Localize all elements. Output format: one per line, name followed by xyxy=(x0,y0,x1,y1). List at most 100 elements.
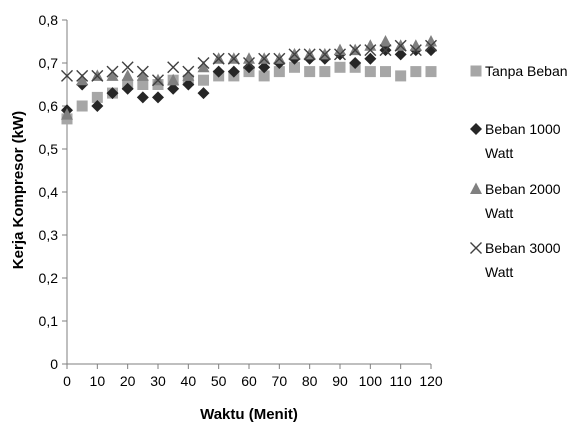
square-point xyxy=(91,91,103,103)
x-point xyxy=(76,69,89,82)
legend-entry-4: Beban 3000 Watt xyxy=(470,240,561,280)
diamond-point xyxy=(121,82,134,95)
x-point xyxy=(227,52,240,65)
legend-entry-2: Beban 1000 Watt xyxy=(470,121,561,161)
diamond-point xyxy=(243,61,255,74)
x-point xyxy=(61,69,73,82)
legend-label: Beban 2000 xyxy=(485,181,561,197)
x-tick-label: 20 xyxy=(120,373,136,389)
legend-square-marker xyxy=(470,65,482,77)
square-point xyxy=(410,66,422,78)
legend-label: Beban 1000 xyxy=(485,121,561,137)
x-tick-label: 70 xyxy=(272,373,288,389)
x-tick-label: 40 xyxy=(181,373,197,389)
square-point xyxy=(273,66,285,78)
x-point xyxy=(288,48,301,61)
square-point xyxy=(334,61,346,73)
square-point xyxy=(319,66,331,78)
x-point xyxy=(425,39,437,52)
square-point xyxy=(304,66,316,78)
x-tick-label: 0 xyxy=(63,373,71,389)
x-tick-label: 30 xyxy=(150,373,166,389)
y-tick-label: 0,3 xyxy=(39,227,59,243)
diamond-point xyxy=(425,44,437,57)
x-tick-label: 110 xyxy=(390,373,413,389)
legend-label: Tanpa Beban xyxy=(485,63,568,79)
y-tick-label: 0,1 xyxy=(39,313,59,329)
x-point xyxy=(349,44,362,57)
triangle-point xyxy=(167,73,180,86)
x-tick-label: 120 xyxy=(419,373,443,389)
y-tick-label: 0,8 xyxy=(39,12,59,28)
x-point xyxy=(243,57,255,69)
diamond-point xyxy=(364,52,377,65)
triangle-point xyxy=(182,69,195,81)
x-tick-label: 80 xyxy=(302,373,318,389)
x-point xyxy=(334,48,346,61)
diamond-point xyxy=(197,87,210,100)
legend-x-marker xyxy=(470,242,482,254)
triangle-point xyxy=(76,73,89,86)
x-point xyxy=(136,65,149,78)
square-point xyxy=(198,74,209,86)
diamond-point xyxy=(227,65,240,78)
triangle-point xyxy=(197,60,210,73)
diamond-point xyxy=(394,48,407,61)
legend-triangle-marker xyxy=(470,182,482,194)
square-point xyxy=(380,66,391,78)
x-point xyxy=(182,65,195,78)
legend-diamond-marker xyxy=(470,123,482,135)
diamond-point xyxy=(182,78,195,91)
square-point xyxy=(395,70,407,82)
x-point xyxy=(318,48,331,61)
y-axis-ticks: 0 0,1 0,2 0,3 0,4 0,5 0,6 0,7 0,8 xyxy=(39,12,67,372)
x-point xyxy=(167,61,180,74)
legend-label: Watt xyxy=(485,264,513,280)
x-point xyxy=(121,61,134,74)
triangle-point xyxy=(106,69,119,81)
square-point xyxy=(289,61,300,73)
square-point xyxy=(425,66,437,78)
legend-label: Watt xyxy=(485,205,513,221)
square-point xyxy=(364,66,376,78)
legend-entry-3: Beban 2000 Watt xyxy=(470,181,561,221)
diamond-point xyxy=(152,91,164,104)
x-tick-label: 60 xyxy=(241,373,257,389)
x-axis-ticks: 0 10 20 30 40 50 60 70 80 90 100 110 120 xyxy=(63,364,443,389)
x-tick-label: 10 xyxy=(90,373,106,389)
data-points xyxy=(61,35,437,125)
diamond-point xyxy=(91,100,104,112)
x-point xyxy=(394,39,407,52)
triangle-point xyxy=(121,69,134,81)
series-4 xyxy=(61,39,437,87)
legend-entry-1: Tanpa Beban xyxy=(470,63,568,79)
legend-label: Beban 3000 xyxy=(485,240,561,256)
diamond-point xyxy=(212,65,225,78)
x-tick-label: 90 xyxy=(332,373,348,389)
y-tick-label: 0,2 xyxy=(39,270,59,286)
y-axis-title: Kerja Kompresor (kW) xyxy=(10,111,27,269)
square-point xyxy=(76,100,88,112)
y-tick-label: 0,4 xyxy=(39,184,59,200)
square-point xyxy=(137,79,149,90)
x-point xyxy=(379,44,392,57)
x-point xyxy=(273,52,286,65)
diamond-point xyxy=(167,82,180,95)
triangle-point xyxy=(136,69,149,81)
diamond-point xyxy=(349,57,362,69)
diamond-point xyxy=(258,61,271,74)
y-tick-label: 0,6 xyxy=(39,98,59,114)
triangle-point xyxy=(61,108,73,120)
x-point xyxy=(212,52,225,65)
y-tick-label: 0,5 xyxy=(39,141,59,157)
x-point xyxy=(197,57,210,69)
x-point xyxy=(409,44,422,57)
x-point xyxy=(364,44,377,57)
y-tick-label: 0,7 xyxy=(39,55,59,71)
x-axis-title: Waktu (Menit) xyxy=(200,406,298,423)
x-point xyxy=(258,52,271,65)
x-tick-label: 50 xyxy=(211,373,227,389)
triangle-point xyxy=(379,35,392,47)
